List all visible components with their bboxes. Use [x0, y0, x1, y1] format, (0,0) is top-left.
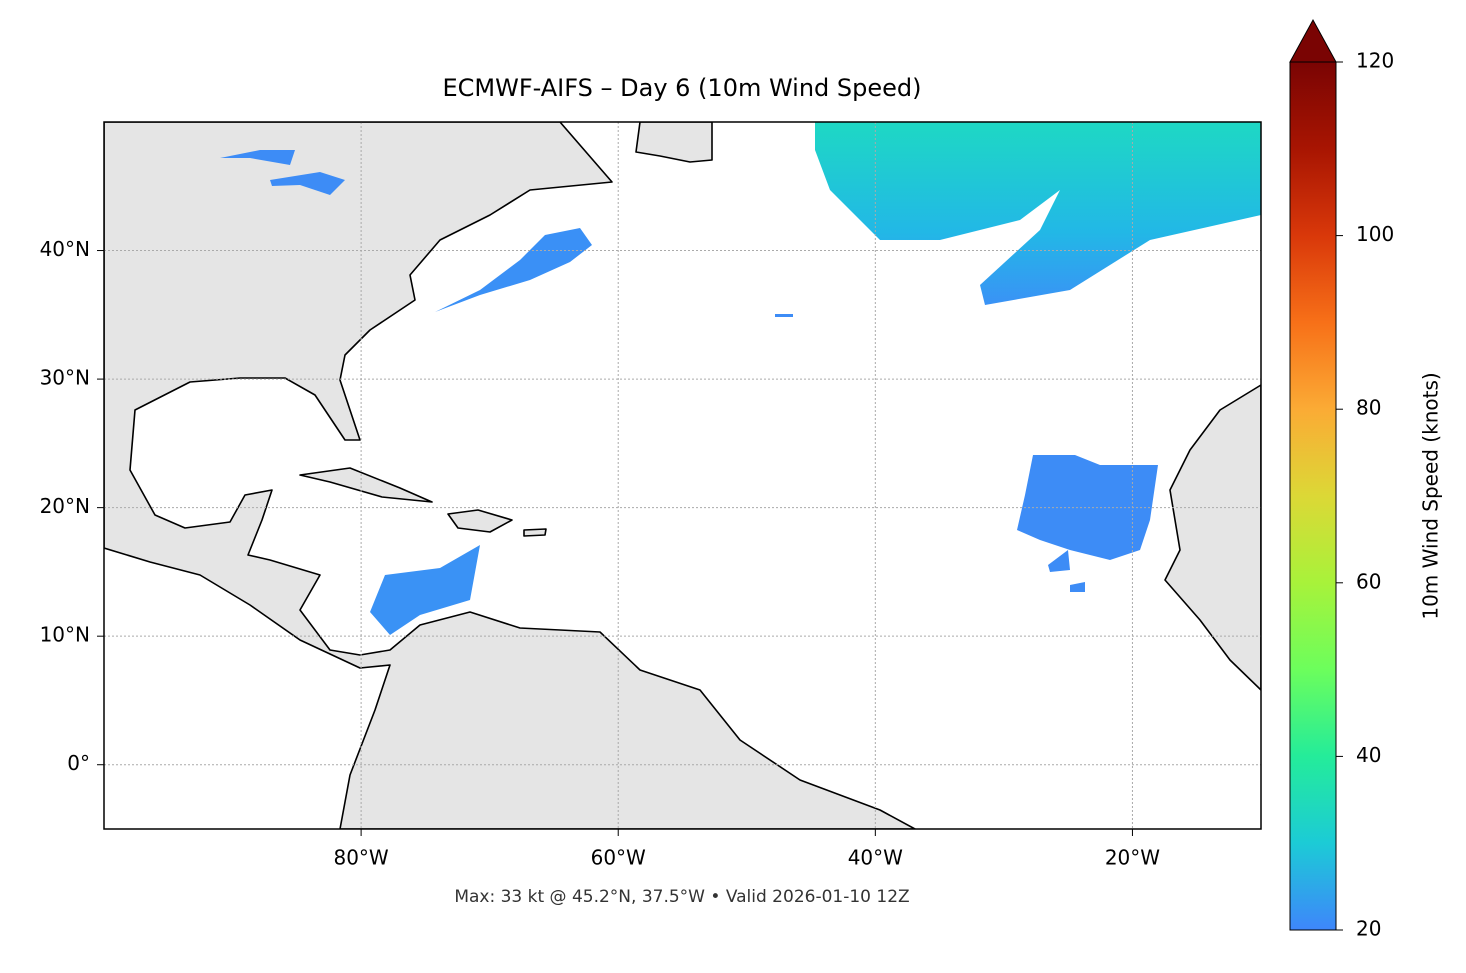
colorbar-tick-label: 100: [1356, 222, 1394, 246]
colorbar: [1289, 61, 1337, 931]
colorbar-extend: [1289, 18, 1337, 63]
y-tick-label: 30°N: [40, 366, 90, 390]
y-tick-label: 0°: [67, 751, 90, 775]
y-tick-label: 20°N: [40, 494, 90, 518]
colorbar-tick-label: 40: [1356, 743, 1381, 767]
x-tick-label: 60°W: [591, 846, 646, 870]
axes: 80°W 60°W 40°W 20°W 0° 10°N 20°N 30°N 40°N: [40, 122, 1261, 870]
map: [104, 122, 1261, 829]
colorbar-tick-label: 20: [1356, 917, 1381, 941]
colorbar-tick-label: 60: [1356, 569, 1381, 593]
axes-frame: [103, 121, 1262, 830]
land: [104, 122, 1261, 829]
colorbar-label: 10m Wind Speed (knots): [1419, 372, 1443, 619]
x-tick-label: 20°W: [1105, 846, 1160, 870]
y-tick-label: 10°N: [40, 623, 90, 647]
wind-field: [220, 122, 1261, 635]
colorbar-tick-label: 80: [1356, 396, 1381, 420]
x-tick-label: 40°W: [848, 846, 903, 870]
y-tick-label: 40°N: [40, 237, 90, 261]
chart-title: ECMWF-AIFS – Day 6 (10m Wind Speed): [442, 74, 921, 102]
colorbar-tick-label: 120: [1356, 49, 1394, 73]
x-tick-label: 80°W: [333, 846, 388, 870]
footnote: Max: 33 kt @ 45.2°N, 37.5°W • Valid 2026…: [454, 887, 909, 907]
